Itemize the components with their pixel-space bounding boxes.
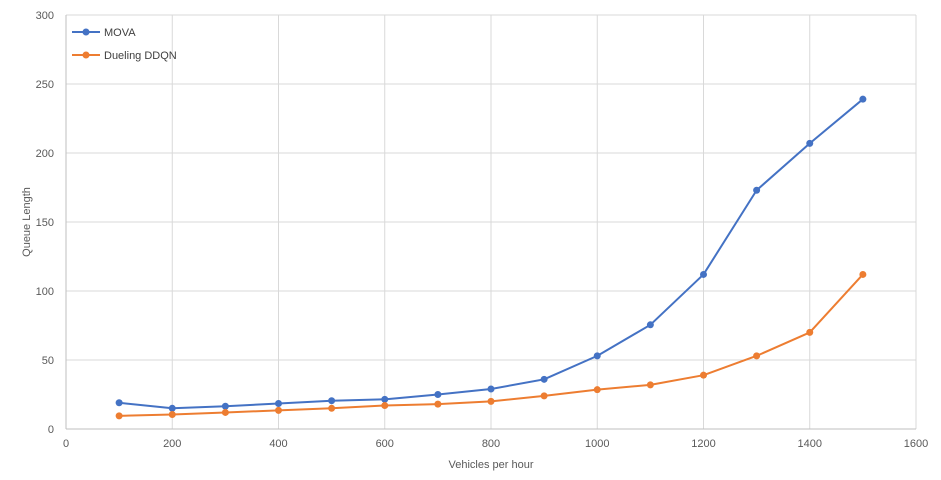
data-point-dueling-ddqn	[275, 406, 282, 414]
data-point-dueling-ddqn	[593, 386, 601, 394]
x-tick-label: 1400	[798, 438, 822, 450]
data-point-dueling-ddqn	[434, 400, 442, 408]
data-point-dueling-ddqn	[540, 392, 548, 400]
y-tick-labels: 0 50 100 150 200 250 300	[36, 10, 54, 436]
data-point-dueling-ddqn	[700, 371, 707, 379]
data-point-mova	[859, 95, 867, 103]
y-tick-label: 50	[42, 355, 54, 367]
x-tick-label: 200	[163, 438, 181, 450]
legend-item-mova: MOVA	[72, 27, 136, 39]
y-tick-label: 300	[36, 10, 54, 22]
data-point-mova	[806, 139, 814, 147]
x-tick-label: 600	[376, 438, 394, 450]
data-point-dueling-ddqn	[753, 352, 761, 360]
data-point-dueling-ddqn	[646, 381, 654, 389]
y-tick-label: 0	[48, 424, 54, 436]
gridlines	[66, 14, 917, 429]
y-tick-label: 250	[36, 79, 54, 91]
x-tick-label: 1200	[691, 438, 715, 450]
data-point-mova	[328, 397, 336, 405]
y-axis-title: Queue Length	[21, 187, 33, 257]
data-point-mova	[275, 399, 282, 407]
legend-marker-icon	[82, 28, 90, 36]
data-point-dueling-ddqn	[859, 270, 867, 278]
series-layer	[115, 95, 867, 420]
data-point-mova	[540, 375, 548, 383]
legend-marker-icon	[82, 51, 90, 59]
x-tick-labels: 0 200 400 600 800 1000 1200 1400 1600	[63, 438, 928, 450]
data-point-mova	[593, 352, 601, 360]
legend-label-mova: MOVA	[104, 27, 136, 39]
data-point-dueling-ddqn	[328, 404, 336, 412]
x-axis-title: Vehicles per hour	[449, 459, 534, 471]
x-tick-label: 1000	[585, 438, 609, 450]
data-point-mova	[115, 399, 123, 407]
y-tick-label: 150	[36, 217, 54, 229]
x-tick-label: 1600	[904, 438, 928, 450]
y-tick-label: 100	[36, 286, 54, 298]
legend-label-dueling-ddqn: Dueling DDQN	[104, 50, 177, 62]
data-point-mova	[487, 385, 495, 393]
data-point-mova	[434, 391, 442, 398]
data-point-mova	[381, 395, 389, 403]
data-point-mova	[646, 321, 654, 329]
data-point-mova	[168, 404, 176, 412]
axes	[65, 15, 916, 430]
x-tick-label: 400	[269, 438, 287, 450]
x-tick-label: 0	[63, 438, 69, 450]
x-tick-label: 800	[482, 438, 500, 450]
y-tick-label: 200	[36, 148, 54, 160]
data-point-dueling-ddqn	[115, 412, 123, 420]
data-point-mova	[221, 402, 229, 410]
data-point-dueling-ddqn	[487, 397, 495, 405]
data-point-mova	[700, 270, 707, 278]
legend-item-dueling-ddqn: Dueling DDQN	[72, 50, 177, 62]
data-point-dueling-ddqn	[806, 328, 814, 336]
series-dueling-ddqn	[115, 270, 867, 420]
data-point-dueling-ddqn	[221, 408, 229, 416]
data-point-dueling-ddqn	[381, 402, 389, 410]
data-point-dueling-ddqn	[168, 411, 176, 419]
series-mova	[115, 95, 867, 412]
legend: MOVA Dueling DDQN	[72, 27, 177, 62]
data-point-mova	[753, 186, 761, 194]
